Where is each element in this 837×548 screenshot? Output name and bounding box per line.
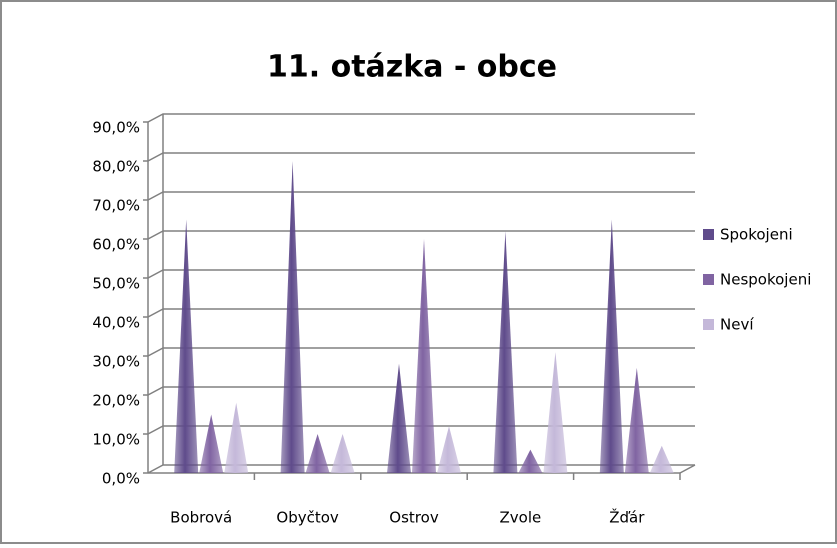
legend-label: Nespokojeni bbox=[720, 271, 811, 289]
legend-label: Spokojeni bbox=[720, 226, 793, 244]
x-tick-label: Obyčtov bbox=[276, 509, 339, 527]
y-tick-label: 80,0% bbox=[92, 158, 140, 176]
cone bbox=[174, 219, 199, 473]
cone bbox=[305, 434, 330, 473]
floor-edge bbox=[679, 464, 696, 474]
legend-swatch bbox=[703, 274, 714, 285]
cone bbox=[624, 367, 649, 473]
grid-line bbox=[147, 191, 695, 201]
y-tick-label: 50,0% bbox=[92, 275, 140, 293]
cone bbox=[224, 402, 249, 473]
y-tick-label: 90,0% bbox=[92, 119, 140, 137]
cone bbox=[199, 414, 224, 473]
cone bbox=[412, 239, 436, 473]
legend-label: Neví bbox=[720, 316, 754, 334]
grid-line bbox=[147, 425, 695, 435]
cone bbox=[649, 445, 674, 473]
grid-line bbox=[147, 308, 695, 318]
x-tick-label: Bobrová bbox=[170, 509, 232, 527]
chart-title: 11. otázka - obce bbox=[267, 50, 557, 85]
cone bbox=[543, 352, 568, 473]
y-tick-label: 10,0% bbox=[92, 431, 140, 449]
cone bbox=[599, 219, 624, 473]
grid-line bbox=[147, 347, 695, 357]
grid-line bbox=[147, 269, 695, 279]
x-tick-label: Zvole bbox=[500, 509, 542, 527]
y-tick-label: 20,0% bbox=[92, 392, 140, 410]
cone bbox=[280, 161, 305, 473]
cone bbox=[387, 363, 411, 473]
legend-swatch bbox=[703, 229, 714, 240]
cone bbox=[518, 449, 543, 473]
cone bbox=[330, 434, 355, 473]
x-tick-label: Ostrov bbox=[389, 509, 439, 527]
y-tick-label: 70,0% bbox=[92, 197, 140, 215]
cone bbox=[437, 426, 461, 473]
cone bbox=[493, 231, 518, 473]
y-tick-label: 40,0% bbox=[92, 314, 140, 332]
y-tick-label: 0,0% bbox=[102, 470, 140, 488]
legend-swatch bbox=[703, 319, 714, 330]
grid-line bbox=[147, 230, 695, 240]
grid-line bbox=[147, 152, 695, 162]
y-tick-label: 30,0% bbox=[92, 353, 140, 371]
y-tick-label: 60,0% bbox=[92, 236, 140, 254]
x-tick-label: Žďár bbox=[609, 508, 645, 527]
grid-line bbox=[147, 113, 695, 123]
grid-line bbox=[147, 386, 695, 396]
grid-line bbox=[147, 464, 695, 474]
